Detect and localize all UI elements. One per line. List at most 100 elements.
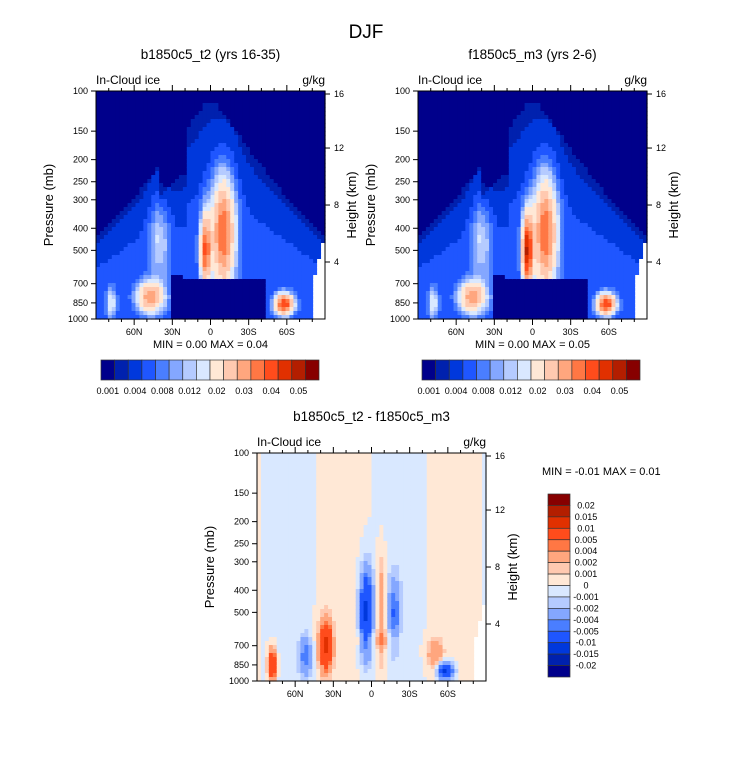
field-cell bbox=[234, 179, 239, 184]
field-cell bbox=[461, 91, 466, 96]
field-cell bbox=[206, 259, 212, 264]
field-cell bbox=[234, 267, 239, 272]
field-cell bbox=[449, 259, 455, 264]
field-cell bbox=[429, 163, 435, 168]
field-cell bbox=[485, 231, 490, 236]
y-tick-label: 200 bbox=[73, 155, 88, 165]
field-cell bbox=[321, 267, 326, 272]
field-cell bbox=[421, 235, 427, 240]
field-cell bbox=[123, 151, 129, 156]
field-cell bbox=[249, 207, 255, 212]
field-cell bbox=[103, 191, 109, 196]
field-cell bbox=[289, 107, 295, 112]
field-cell bbox=[257, 279, 263, 284]
field-cell bbox=[127, 147, 133, 152]
field-cell bbox=[504, 259, 510, 264]
field-cell bbox=[234, 287, 239, 292]
field-cell bbox=[238, 203, 243, 208]
field-cell bbox=[131, 131, 137, 136]
field-cell bbox=[155, 271, 160, 276]
field-cell bbox=[433, 95, 439, 100]
field-cell bbox=[194, 103, 200, 108]
field-cell bbox=[313, 107, 318, 112]
field-cell bbox=[155, 131, 160, 136]
field-cell bbox=[485, 299, 490, 304]
field-cell bbox=[516, 223, 522, 228]
field-cell bbox=[449, 247, 455, 252]
field-cell bbox=[433, 163, 439, 168]
field-cell bbox=[504, 123, 510, 128]
field-cell bbox=[119, 275, 125, 280]
field-cell bbox=[493, 271, 498, 276]
field-cell bbox=[182, 151, 188, 156]
field-cell bbox=[289, 179, 295, 184]
field-cell bbox=[301, 227, 306, 232]
field-cell bbox=[218, 295, 223, 300]
field-cell bbox=[418, 195, 423, 200]
field-cell bbox=[186, 211, 192, 216]
field-cell bbox=[127, 263, 133, 268]
field-cell bbox=[449, 219, 455, 224]
field-cell bbox=[281, 147, 287, 152]
field-cell bbox=[155, 315, 160, 320]
field-cell bbox=[222, 95, 227, 100]
field-cell bbox=[429, 103, 435, 108]
field-cell bbox=[500, 159, 506, 164]
colorbar-box bbox=[168, 359, 184, 381]
field-cell bbox=[115, 223, 121, 228]
field-cell bbox=[111, 163, 117, 168]
field-cell bbox=[269, 163, 275, 168]
field-cell bbox=[301, 223, 306, 228]
field-cell bbox=[425, 91, 431, 96]
field-cell bbox=[127, 247, 133, 252]
field-cell bbox=[520, 103, 526, 108]
field-cell bbox=[449, 155, 455, 160]
field-cell bbox=[301, 239, 306, 244]
field-cell bbox=[103, 275, 109, 280]
field-cell bbox=[449, 111, 455, 116]
field-cell bbox=[96, 291, 101, 296]
field-cell bbox=[418, 107, 423, 112]
field-cell bbox=[230, 235, 235, 240]
field-cell bbox=[119, 191, 125, 196]
field-cell bbox=[178, 171, 184, 176]
field-cell bbox=[500, 263, 506, 268]
field-cell bbox=[178, 299, 184, 304]
field-cell bbox=[441, 235, 447, 240]
field-cell bbox=[103, 259, 109, 264]
field-cell bbox=[500, 259, 506, 264]
field-cell bbox=[425, 227, 431, 232]
field-cell bbox=[453, 179, 459, 184]
field-cell bbox=[473, 139, 478, 144]
field-cell bbox=[437, 155, 443, 160]
field-cell bbox=[242, 199, 247, 204]
field-cell bbox=[174, 119, 180, 124]
field-cell bbox=[230, 263, 235, 268]
field-cell bbox=[520, 119, 526, 124]
field-cell bbox=[155, 303, 160, 308]
field-cell bbox=[206, 223, 212, 228]
field-cell bbox=[301, 235, 306, 240]
field-cell bbox=[504, 299, 510, 304]
field-cell bbox=[151, 275, 156, 280]
field-cell bbox=[186, 215, 192, 220]
field-cell bbox=[202, 263, 208, 268]
field-cell bbox=[421, 135, 427, 140]
field-cell bbox=[524, 123, 530, 128]
colorbar-box bbox=[291, 359, 306, 381]
field-cell bbox=[111, 251, 117, 256]
field-cell bbox=[123, 211, 129, 216]
field-cell bbox=[289, 227, 295, 232]
field-cell bbox=[257, 95, 263, 100]
field-cell bbox=[159, 243, 164, 248]
field-cell bbox=[261, 131, 267, 136]
field-cell bbox=[289, 91, 295, 96]
field-cell bbox=[230, 131, 235, 136]
field-cell bbox=[285, 99, 291, 104]
field-cell bbox=[277, 159, 283, 164]
field-cell bbox=[167, 295, 172, 300]
field-cell bbox=[261, 99, 267, 104]
field-cell bbox=[238, 223, 243, 228]
field-cell bbox=[151, 135, 156, 140]
field-cell bbox=[433, 295, 439, 300]
